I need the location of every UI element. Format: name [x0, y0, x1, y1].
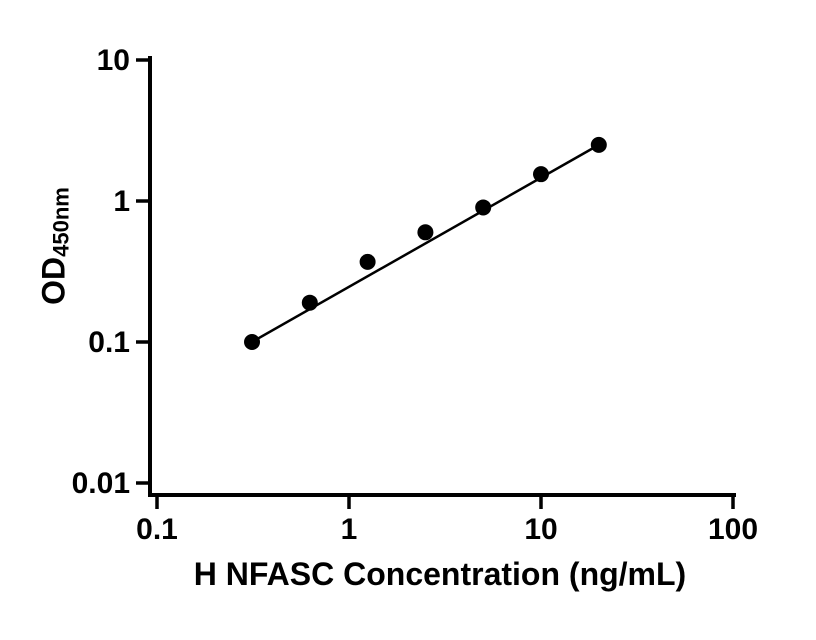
x-tick-label: 0.1 [136, 513, 178, 546]
x-axis-title: H NFASC Concentration (ng/mL) [193, 556, 687, 592]
y-tick-label: 10 [97, 44, 130, 77]
y-axis-title-subscript: 450nm [48, 187, 74, 257]
y-axis-title-main: OD [35, 256, 72, 305]
data-point [590, 136, 607, 153]
y-axis-title: OD450nm [35, 187, 74, 305]
y-tick-label: 1 [113, 185, 130, 218]
y-tick-label: 0.1 [88, 326, 130, 359]
data-point [359, 253, 376, 270]
y-tick-label: 0.01 [72, 467, 130, 500]
data-point [244, 334, 261, 350]
x-tick-label: 10 [524, 513, 557, 546]
x-tick-label: 1 [341, 513, 358, 546]
data-point [301, 294, 318, 311]
data-point [417, 224, 434, 241]
data-point [475, 199, 492, 216]
data-point [533, 166, 549, 183]
x-tick-label: 100 [708, 513, 758, 546]
